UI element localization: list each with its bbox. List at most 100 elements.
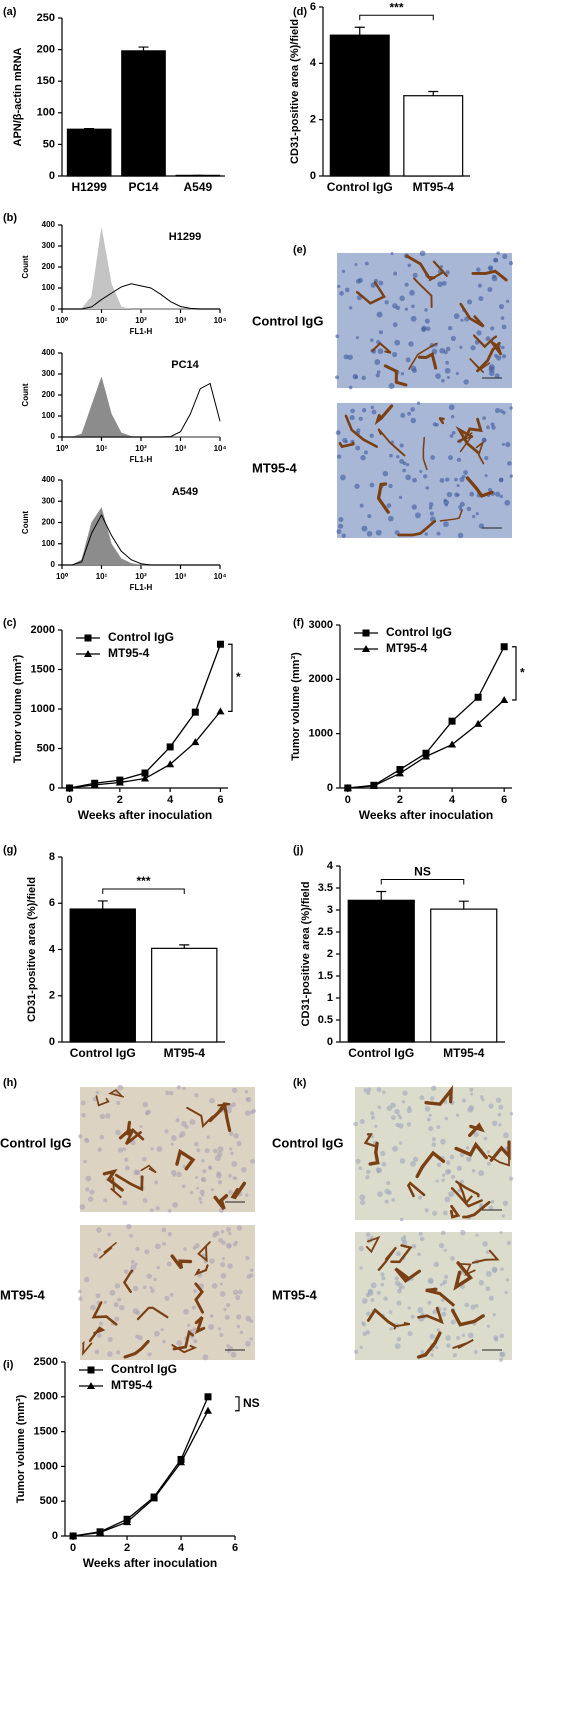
micrograph-nucleus xyxy=(202,1354,209,1361)
y-tick-label: 400 xyxy=(42,220,56,229)
micrograph-nucleus xyxy=(135,1310,141,1316)
micrograph-nucleus xyxy=(181,1121,187,1127)
micrograph-nucleus xyxy=(167,1209,172,1213)
significance-label: *** xyxy=(136,874,150,888)
micrograph-nucleus xyxy=(429,1096,435,1101)
x-tick-label: 4 xyxy=(178,1542,185,1554)
micrograph-nucleus xyxy=(481,1098,485,1102)
micrograph-nucleus xyxy=(355,1158,361,1164)
y-tick-label: 4 xyxy=(327,860,334,872)
x-tick-label: 10⁴ xyxy=(214,316,227,325)
y-axis-label: CD31-positive area (%)/field xyxy=(300,882,312,1027)
micrograph-nucleus xyxy=(448,404,455,411)
micrograph-nucleus xyxy=(354,1349,359,1354)
micrograph-nucleus xyxy=(361,375,366,381)
y-tick-label: 50 xyxy=(43,138,55,150)
micrograph-nucleus xyxy=(402,461,407,466)
micrograph-vessel xyxy=(338,441,355,449)
micrograph-nucleus xyxy=(360,455,366,461)
micrograph-nucleus xyxy=(126,1223,132,1230)
micrograph-nucleus xyxy=(419,470,423,474)
micrograph-nucleus xyxy=(394,1276,399,1281)
micrograph-nucleus xyxy=(486,425,490,430)
error-bar xyxy=(354,26,365,36)
micrograph-nucleus xyxy=(440,1138,446,1145)
micrograph-nucleus xyxy=(430,1353,434,1357)
micrograph-nucleus xyxy=(380,1282,385,1287)
micrograph-vessel xyxy=(99,1242,117,1259)
micrograph-nucleus xyxy=(488,1103,494,1109)
micrograph-nucleus xyxy=(443,521,449,528)
micrograph-nucleus xyxy=(370,1298,375,1303)
micrograph-nucleus xyxy=(411,1243,417,1249)
micrograph-nucleus xyxy=(115,1129,121,1136)
micrograph-nucleus xyxy=(376,311,383,318)
micrograph-nucleus xyxy=(397,1288,402,1294)
micrograph-vessel xyxy=(438,416,445,425)
micrograph-nucleus xyxy=(428,506,433,510)
micrograph-nucleus xyxy=(85,1187,90,1192)
micrograph-nucleus xyxy=(455,1113,460,1117)
micrograph-nucleus xyxy=(142,1197,148,1203)
x-tick-label: 10¹ xyxy=(96,444,108,453)
y-tick-label: 500 xyxy=(37,742,55,754)
micrograph-nucleus xyxy=(417,1195,423,1200)
micrograph-nucleus xyxy=(469,491,475,497)
micrograph-nucleus xyxy=(435,373,441,379)
micrograph-nucleus xyxy=(443,1279,448,1284)
micrograph-nucleus xyxy=(432,1309,438,1315)
y-tick-label: 150 xyxy=(37,75,55,87)
micrograph-nucleus xyxy=(394,1108,400,1115)
micrograph-vessel xyxy=(450,1308,485,1327)
micrograph-nucleus xyxy=(387,1190,392,1196)
y-tick-label: 3 xyxy=(327,904,333,916)
bar xyxy=(121,50,166,177)
micrograph-nucleus xyxy=(418,1231,423,1236)
micrograph-nucleus xyxy=(355,278,361,284)
micrograph-nucleus xyxy=(492,274,496,279)
micrograph-vessel xyxy=(114,1173,144,1192)
micrograph-nucleus xyxy=(358,1246,364,1252)
micrograph-nucleus xyxy=(392,322,398,328)
micrograph-nucleus xyxy=(426,326,431,332)
micrograph-nucleus xyxy=(424,318,430,324)
y-axis-label: Tumor volume (mm³) xyxy=(15,1394,27,1503)
micrograph-nucleus xyxy=(237,1289,243,1295)
micrograph-nucleus xyxy=(444,1196,451,1203)
significance-bracket xyxy=(228,643,233,712)
micrograph-nucleus xyxy=(170,1142,174,1146)
micrograph-nucleus xyxy=(335,430,341,436)
micrograph-vessel xyxy=(171,1344,198,1354)
micrograph-nucleus xyxy=(97,1147,102,1152)
micrograph-nucleus xyxy=(396,1300,402,1306)
micrograph-nucleus xyxy=(473,1350,478,1354)
micrograph-nucleus xyxy=(374,359,381,365)
micrograph-nucleus xyxy=(504,1290,508,1295)
micrograph-nucleus xyxy=(383,1296,388,1301)
micrograph-vessel xyxy=(172,1330,195,1351)
micrograph-nucleus xyxy=(469,1087,474,1092)
micrograph-nucleus xyxy=(490,326,495,331)
micrograph-nucleus xyxy=(484,456,489,461)
y-tick-label: 0 xyxy=(327,1036,333,1048)
micrograph-nucleus xyxy=(457,532,464,539)
micrograph-nucleus xyxy=(78,1134,83,1139)
micrograph-nucleus xyxy=(428,502,434,507)
y-tick-label: 100 xyxy=(42,283,56,292)
micrograph-nucleus xyxy=(447,325,453,331)
micrograph-nucleus xyxy=(193,1339,198,1344)
bar xyxy=(430,908,498,1043)
micrograph-nucleus xyxy=(428,1126,434,1132)
bar xyxy=(66,128,112,177)
micrograph-nucleus xyxy=(363,450,368,455)
micrograph-nucleus xyxy=(471,1168,476,1173)
y-tick-label: 300 xyxy=(42,241,56,250)
micrograph-vessel xyxy=(197,1241,211,1263)
micrograph-nucleus xyxy=(465,1146,470,1150)
micrograph-nucleus xyxy=(509,474,513,478)
micrograph-nucleus xyxy=(164,1129,169,1134)
panel-label: (c) xyxy=(3,617,17,629)
micrograph-nucleus xyxy=(241,1167,247,1173)
y-tick-label: 1500 xyxy=(34,1426,58,1438)
micrograph-nucleus xyxy=(341,533,346,538)
